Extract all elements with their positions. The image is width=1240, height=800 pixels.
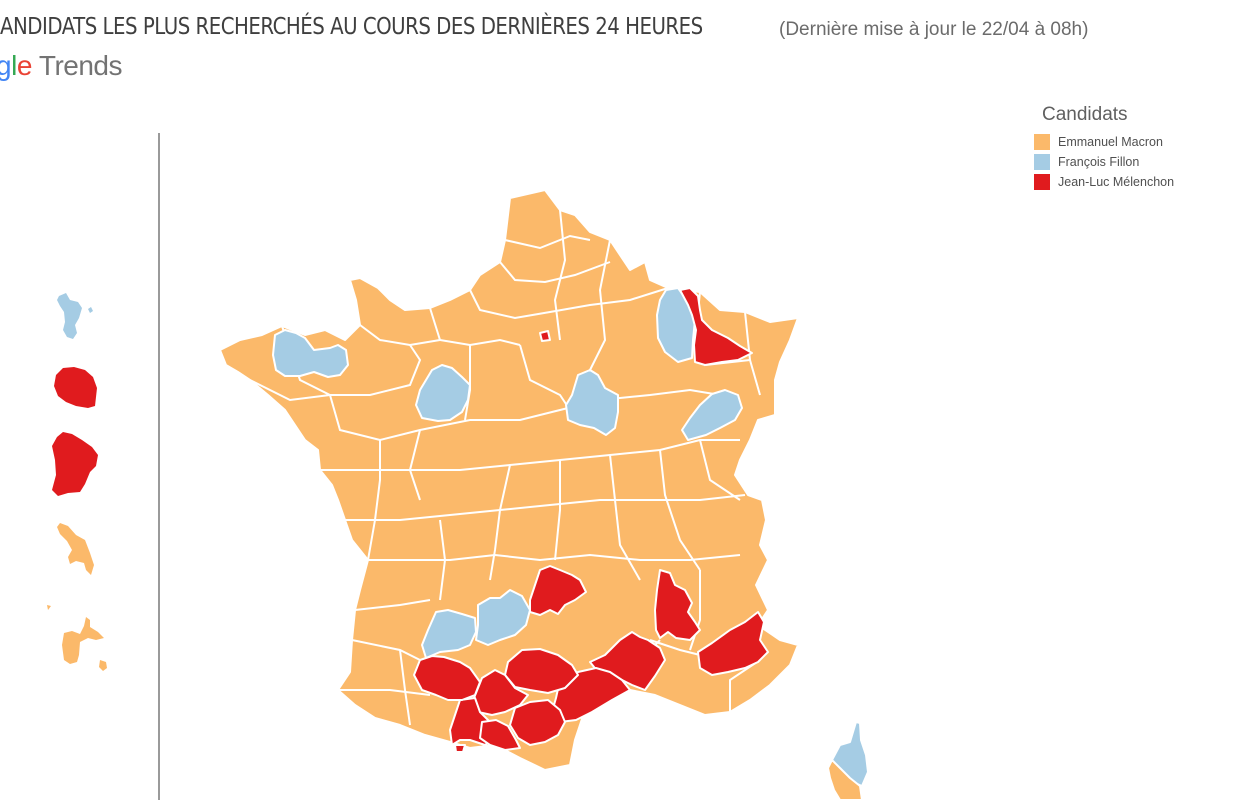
department-ariege[interactable] (479, 719, 521, 751)
region-mayotte[interactable] (57, 293, 93, 339)
page-title: ANDIDATS LES PLUS RECHERCHÉS AU COURS DE… (0, 14, 703, 40)
mainland-base (219, 189, 799, 771)
legend-label: François Fillon (1058, 155, 1140, 169)
legend-swatch-macron (1034, 134, 1050, 150)
department-drome[interactable] (654, 569, 701, 641)
department-haute-saone[interactable] (681, 389, 743, 441)
region-guadeloupe[interactable] (47, 605, 107, 671)
department-sarthe[interactable] (415, 364, 471, 422)
department-gard[interactable] (589, 631, 666, 691)
logo-letter-e: e (16, 50, 33, 81)
logo-letter-g: g (0, 50, 12, 81)
region-martinique[interactable] (57, 523, 94, 575)
legend-item-fillon: François Fillon (1034, 152, 1174, 172)
department-cantal[interactable] (529, 565, 587, 616)
region-reunion[interactable] (54, 367, 97, 408)
legend: Candidats Emmanuel Macron François Fillo… (1034, 104, 1174, 192)
legend-item-melenchon: Jean-Luc Mélenchon (1034, 172, 1174, 192)
legend-label: Emmanuel Macron (1058, 135, 1163, 149)
department-alpes-de-haute-provence[interactable] (697, 611, 769, 676)
legend-swatch-fillon (1034, 154, 1050, 170)
metropolitan-france (219, 189, 869, 800)
region-guyane[interactable] (52, 432, 98, 496)
legend-swatch-melenchon (1034, 174, 1050, 190)
department-cotes-darmor[interactable] (272, 329, 349, 378)
logo-letter-l: l (11, 50, 17, 81)
header: ANDIDATS LES PLUS RECHERCHÉS AU COURS DE… (0, 14, 1088, 40)
department-lot-et-garonne[interactable] (454, 744, 466, 753)
department-borders (249, 209, 761, 726)
google-trends-logo: gle Trends (0, 50, 123, 82)
legend-label: Jean-Luc Mélenchon (1058, 175, 1175, 189)
department-correze[interactable] (475, 589, 531, 646)
legend-title: Candidats (1042, 104, 1128, 125)
department-haute-vienne[interactable] (421, 609, 477, 659)
department-gers[interactable] (413, 655, 481, 701)
overseas-territories (47, 293, 107, 671)
legend-item-macron: Emmanuel Macron (1034, 132, 1174, 152)
department-paris[interactable] (539, 330, 551, 342)
department-corse-du-sud[interactable] (827, 759, 863, 800)
update-timestamp: (Dernière mise à jour le 22/04 à 08h) (779, 19, 1089, 40)
department-aude[interactable] (509, 699, 566, 746)
department-meuse[interactable] (679, 287, 753, 366)
overseas-divider (158, 133, 160, 800)
department-yonne[interactable] (565, 369, 619, 436)
logo-product-name: Trends (38, 50, 123, 81)
